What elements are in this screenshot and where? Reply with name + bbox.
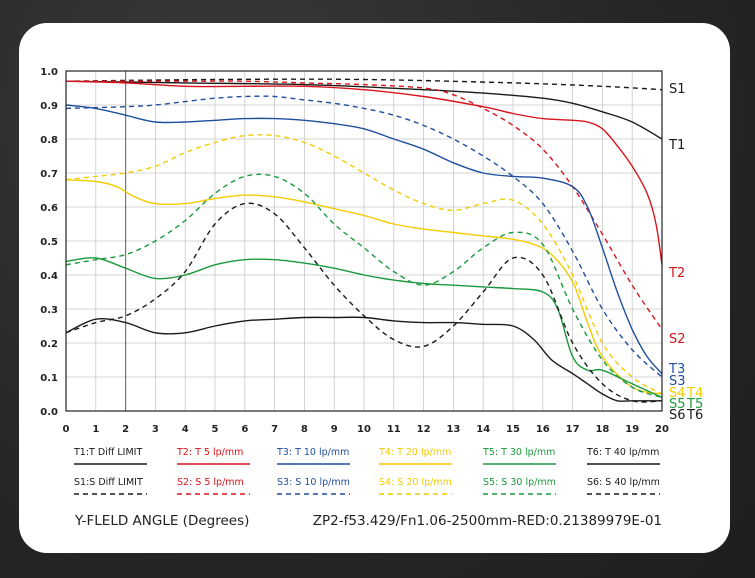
legend-label-S5: S5: S 30 lp/mm bbox=[483, 477, 556, 488]
x-tick-label: 18 bbox=[595, 424, 609, 435]
x-tick-label: 11 bbox=[387, 424, 401, 435]
y-tick-label: 0.8 bbox=[40, 135, 58, 146]
series-line-T3 bbox=[65, 104, 663, 375]
x-tick-label: 20 bbox=[655, 424, 669, 435]
x-tick-label: 1 bbox=[92, 424, 99, 435]
x-tick-label: 17 bbox=[566, 424, 580, 435]
y-tick-label: 1.0 bbox=[40, 67, 58, 78]
y-tick-label: 0.2 bbox=[40, 339, 58, 350]
x-tick-label: 14 bbox=[476, 424, 490, 435]
axes: 0 1 2 3 4 5 6 7 8 9 10 11 12 13 14 15 16 17 18 19 200.00.10.… bbox=[40, 67, 669, 435]
series-line-T6 bbox=[65, 316, 662, 402]
y-tick-label: 0.7 bbox=[40, 169, 58, 180]
x-tick-label: 15 bbox=[506, 424, 520, 435]
end-label-S1: S1 bbox=[669, 82, 686, 97]
x-tick-label: 12 bbox=[417, 424, 431, 435]
end-label-S3: S3 bbox=[669, 374, 686, 389]
x-tick-label: 0 bbox=[63, 424, 70, 435]
x-tick-label: 6 bbox=[241, 424, 248, 435]
mtf-chart: 0 1 2 3 4 5 6 7 8 9 10 11 12 13 14 15 16 17 18 19 200.00.10.… bbox=[40, 67, 703, 529]
end-label-T3: T3 bbox=[668, 362, 685, 377]
y-tick-label: 0.1 bbox=[40, 373, 58, 384]
x-tick-label: 16 bbox=[536, 424, 550, 435]
end-label-S2: S2 bbox=[669, 332, 686, 347]
x-tick-label: 9 bbox=[331, 424, 338, 435]
end-label-T6: T6 bbox=[686, 408, 703, 423]
series-line-T1 bbox=[65, 80, 663, 140]
series-lines bbox=[65, 78, 663, 403]
end-label-T1: T1 bbox=[668, 138, 685, 153]
series-line-S6 bbox=[65, 202, 663, 403]
series-line-T5 bbox=[65, 257, 663, 399]
series-line-T4 bbox=[65, 179, 663, 395]
y-tick-label: 0.0 bbox=[40, 407, 58, 418]
x-tick-label: 2 bbox=[122, 424, 129, 435]
end-label-T5: T5 bbox=[686, 397, 703, 412]
end-label-T4: T4 bbox=[686, 386, 703, 401]
series-line-S4 bbox=[65, 134, 663, 395]
y-tick-label: 0.5 bbox=[40, 237, 58, 248]
legend-label-T5: T5: T 30 lp/mm bbox=[482, 447, 555, 458]
plot-frame bbox=[65, 70, 663, 412]
legend: T1:T Diff LIMIT T2: T 5 lp/mm T3: T 10 lp/… bbox=[73, 447, 660, 495]
y-tick-label: 0.4 bbox=[40, 271, 58, 282]
series-line-S2 bbox=[66, 80, 663, 330]
legend-label-T6: T6: T 40 lp/mm bbox=[586, 447, 659, 458]
y-tick-label: 0.9 bbox=[40, 101, 58, 112]
chart-card: 0 1 2 3 4 5 6 7 8 9 10 11 12 13 14 15 16 17 18 19 20 0.0 0.1 0.… bbox=[19, 23, 730, 553]
end-label-T2: T2 bbox=[668, 266, 685, 281]
legend-label-S6: S6: S 40 lp/mm bbox=[587, 477, 660, 488]
legend-label-T4: T4: T 20 lp/mm bbox=[378, 447, 451, 458]
y-tick-label: 0.6 bbox=[40, 203, 58, 214]
grid bbox=[65, 70, 663, 412]
legend-label-S1: S1:S Diff LIMIT bbox=[74, 477, 143, 488]
legend-label-S2: S2: S 5 lp/mm bbox=[177, 477, 244, 488]
x-tick-label: 5 bbox=[212, 424, 219, 435]
x-tick-label: 4 bbox=[182, 424, 189, 435]
x-tick-label: 13 bbox=[446, 424, 460, 435]
series-line-T2 bbox=[65, 80, 663, 265]
legend-label-T3: T3: T 10 lp/mm bbox=[276, 447, 349, 458]
y-tick-label: 0.3 bbox=[40, 305, 58, 316]
x-tick-label: 10 bbox=[357, 424, 371, 435]
x-tick-label: 7 bbox=[271, 424, 278, 435]
series-line-S3 bbox=[65, 95, 663, 378]
legend-label-S3: S3: S 10 lp/mm bbox=[277, 477, 350, 488]
end-label-S5: S5 bbox=[669, 397, 686, 412]
series-line-S1 bbox=[65, 78, 663, 91]
x-tick-label: 8 bbox=[301, 424, 308, 435]
lens-info: ZP2-f53.429/Fn1.06-2500mm-RED:0.21389979… bbox=[313, 513, 662, 529]
x-tick-label: 3 bbox=[152, 424, 159, 435]
end-label-S4: S4 bbox=[669, 386, 686, 401]
legend-label-T1: T1:T Diff LIMIT bbox=[73, 447, 142, 458]
end-label-S6: S6 bbox=[669, 408, 686, 423]
legend-label-T2: T2: T 5 lp/mm bbox=[176, 447, 243, 458]
legend-label-S4: S4: S 20 lp/mm bbox=[379, 477, 452, 488]
x-axis-title: Y-FLELD ANGLE (Degrees) bbox=[74, 513, 249, 529]
x-tick-label: 19 bbox=[625, 424, 639, 435]
